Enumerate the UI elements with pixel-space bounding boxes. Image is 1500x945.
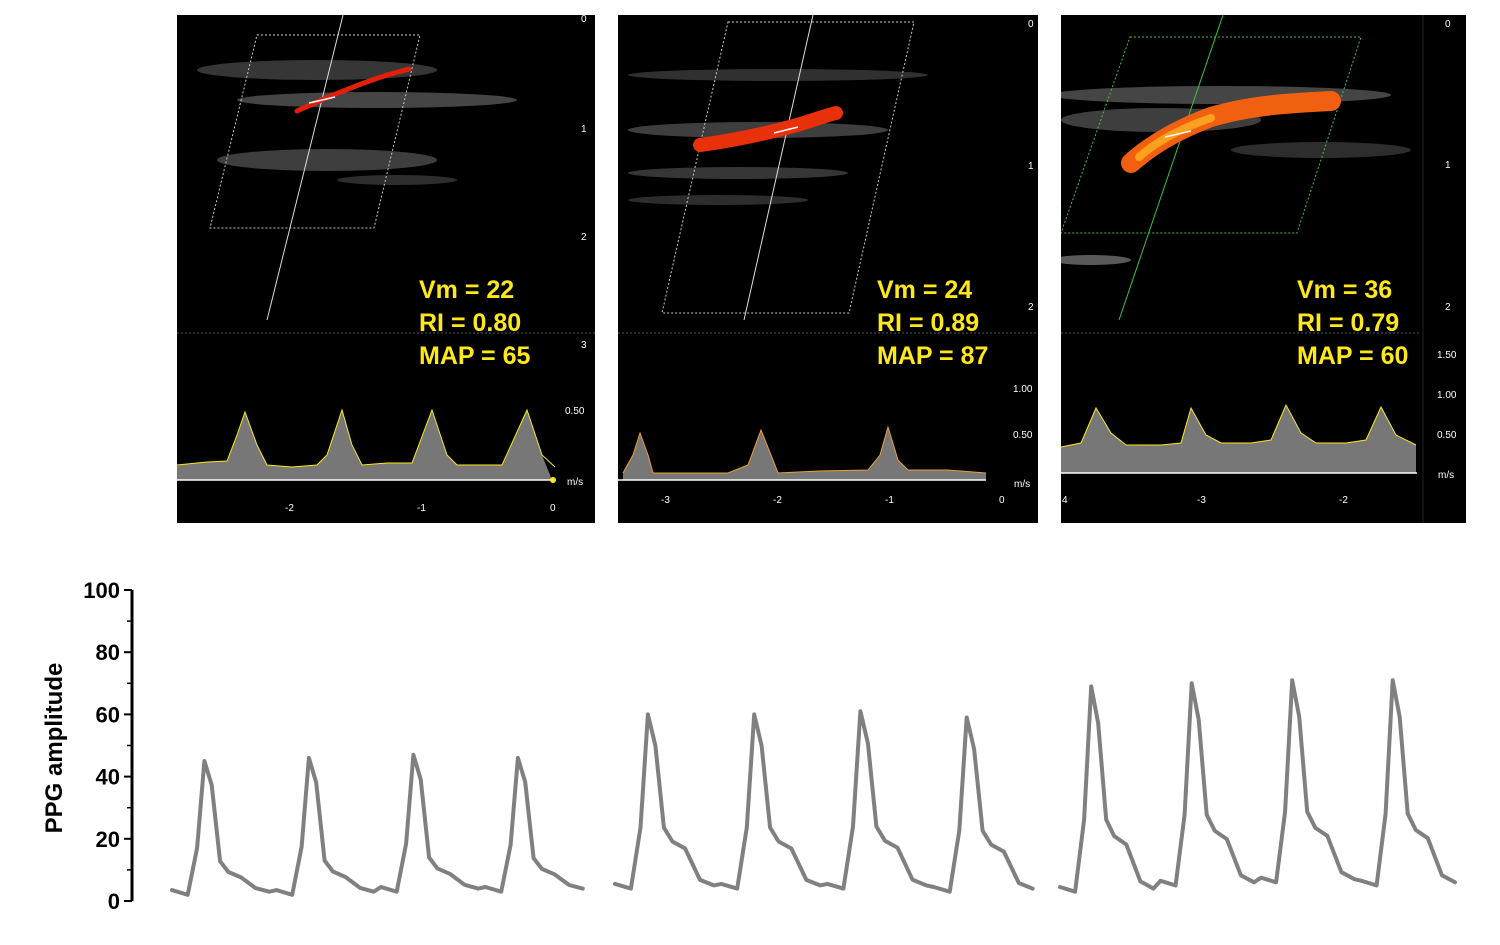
doppler-image-3: 0 1 2 1.50 1.00 0.50 m/s 4 -3 -2: [1061, 15, 1457, 523]
time-tick: -3: [661, 495, 670, 506]
ppg-waveform-segment: [1058, 678, 1457, 894]
depth-tick: 1: [581, 124, 587, 135]
doppler-metrics-2: Vm = 24 RI = 0.89 MAP = 87: [877, 274, 988, 373]
spectrum-fill: [1061, 405, 1416, 473]
spectrum-envelope: [622, 425, 987, 474]
color-box: [661, 21, 915, 314]
depth-scale: 0 1 2: [1028, 19, 1034, 313]
time-axis: -2 -1 0: [285, 503, 556, 514]
depth-tick: 2: [581, 232, 587, 243]
ri-value: RI = 0.79: [1297, 309, 1400, 337]
beam-line: [1118, 15, 1224, 321]
time-axis: -3 -2 -1 0: [661, 495, 1005, 506]
doppler-metrics-3: Vm = 36 RI = 0.79 MAP = 60: [1297, 274, 1408, 373]
velocity-tick: 1.50: [1437, 350, 1457, 361]
depth-scale: 0 1 2: [1445, 19, 1451, 313]
color-flow: [693, 106, 843, 152]
beam-line: [743, 15, 814, 321]
vm-value: Vm = 22: [419, 276, 515, 304]
color-box: [1061, 36, 1362, 234]
time-tick: -2: [285, 503, 294, 514]
depth-tick: 0: [1028, 19, 1034, 30]
ppg-waveform-segment: [613, 709, 1035, 894]
time-tick: 4: [1062, 495, 1068, 506]
ri-value: RI = 0.80: [419, 309, 522, 337]
spectrum-envelope: [177, 408, 556, 468]
doppler-panel-3: 0 1 2 1.50 1.00 0.50 m/s 4 -3 -2 Vm = 36…: [1061, 15, 1466, 523]
velocity-tick: 0.50: [1437, 430, 1457, 441]
depth-tick: 0: [1445, 19, 1451, 30]
velocity-tick: 0.50: [1013, 430, 1033, 441]
color-box: [209, 34, 421, 229]
vm-value: Vm = 24: [877, 276, 973, 304]
sample-gate: [773, 126, 799, 134]
time-axis: 4 -3 -2: [1062, 495, 1348, 506]
time-tick: -1: [417, 503, 426, 514]
vm-value: Vm = 36: [1297, 276, 1393, 304]
depth-scale: 0 1 2 3: [581, 15, 587, 351]
map-value: MAP = 60: [1297, 342, 1409, 370]
time-tick: -2: [1339, 495, 1348, 506]
velocity-unit: m/s: [1014, 479, 1030, 490]
time-tick: 0: [999, 495, 1005, 506]
y-tick-label: 0: [108, 889, 120, 914]
depth-tick: 2: [1445, 302, 1451, 313]
time-tick: -1: [885, 495, 894, 506]
baseline-marker: [550, 477, 556, 483]
y-tick-label: 20: [96, 827, 120, 852]
y-tick-label: 40: [96, 765, 120, 790]
doppler-panel-2: 0 1 2 1.00 0.50 m/s -3 -2 -1 0 Vm = 24 R…: [618, 15, 1038, 523]
spectrum-envelope: [1061, 403, 1417, 448]
color-flow: [294, 66, 412, 114]
y-axis: 0 20 40 60 80 100: [83, 578, 134, 914]
velocity-tick: 1.00: [1437, 390, 1457, 401]
tissue-bands: [628, 69, 928, 205]
depth-tick: 3: [581, 340, 587, 351]
y-tick-label: 100: [83, 578, 120, 603]
y-tick-label: 60: [96, 702, 120, 727]
doppler-image-1: 0 1 2 3 0.50 m/s -2 -1 0: [177, 15, 595, 514]
doppler-image-2: 0 1 2 1.00 0.50 m/s -3 -2 -1 0: [618, 15, 1038, 506]
ppg-chart: 0 20 40 60 80 100 PPG amplitude: [41, 578, 1457, 914]
ri-value: RI = 0.89: [877, 309, 980, 337]
map-value: MAP = 65: [419, 342, 531, 370]
doppler-panel-1: 0 1 2 3 0.50 m/s -2 -1 0 Vm = 22 RI = 0.…: [177, 15, 595, 523]
depth-tick: 1: [1028, 161, 1034, 172]
velocity-tick: 1.00: [1013, 384, 1033, 395]
y-axis-label: PPG amplitude: [41, 663, 68, 834]
spectrum-fill: [623, 427, 986, 480]
depth-tick: 0: [581, 15, 587, 25]
velocity-tick: 0.50: [565, 406, 585, 417]
depth-tick: 2: [1028, 302, 1034, 313]
map-value: MAP = 87: [877, 342, 989, 370]
sample-gate: [1164, 130, 1192, 138]
depth-tick: 1: [1445, 160, 1451, 171]
doppler-metrics-1: Vm = 22 RI = 0.80 MAP = 65: [419, 274, 530, 373]
beam-line: [266, 15, 344, 321]
tissue-bands: [197, 60, 517, 185]
ppg-waveform-segment: [170, 752, 585, 897]
time-tick: -3: [1197, 495, 1206, 506]
velocity-unit: m/s: [567, 477, 583, 488]
sample-gate: [308, 96, 336, 104]
time-tick: -2: [773, 495, 782, 506]
spectrum-fill: [177, 410, 552, 480]
y-tick-label: 80: [96, 640, 120, 665]
velocity-unit: m/s: [1438, 470, 1454, 481]
ppg-series: [170, 678, 1457, 897]
time-tick: 0: [550, 503, 556, 514]
